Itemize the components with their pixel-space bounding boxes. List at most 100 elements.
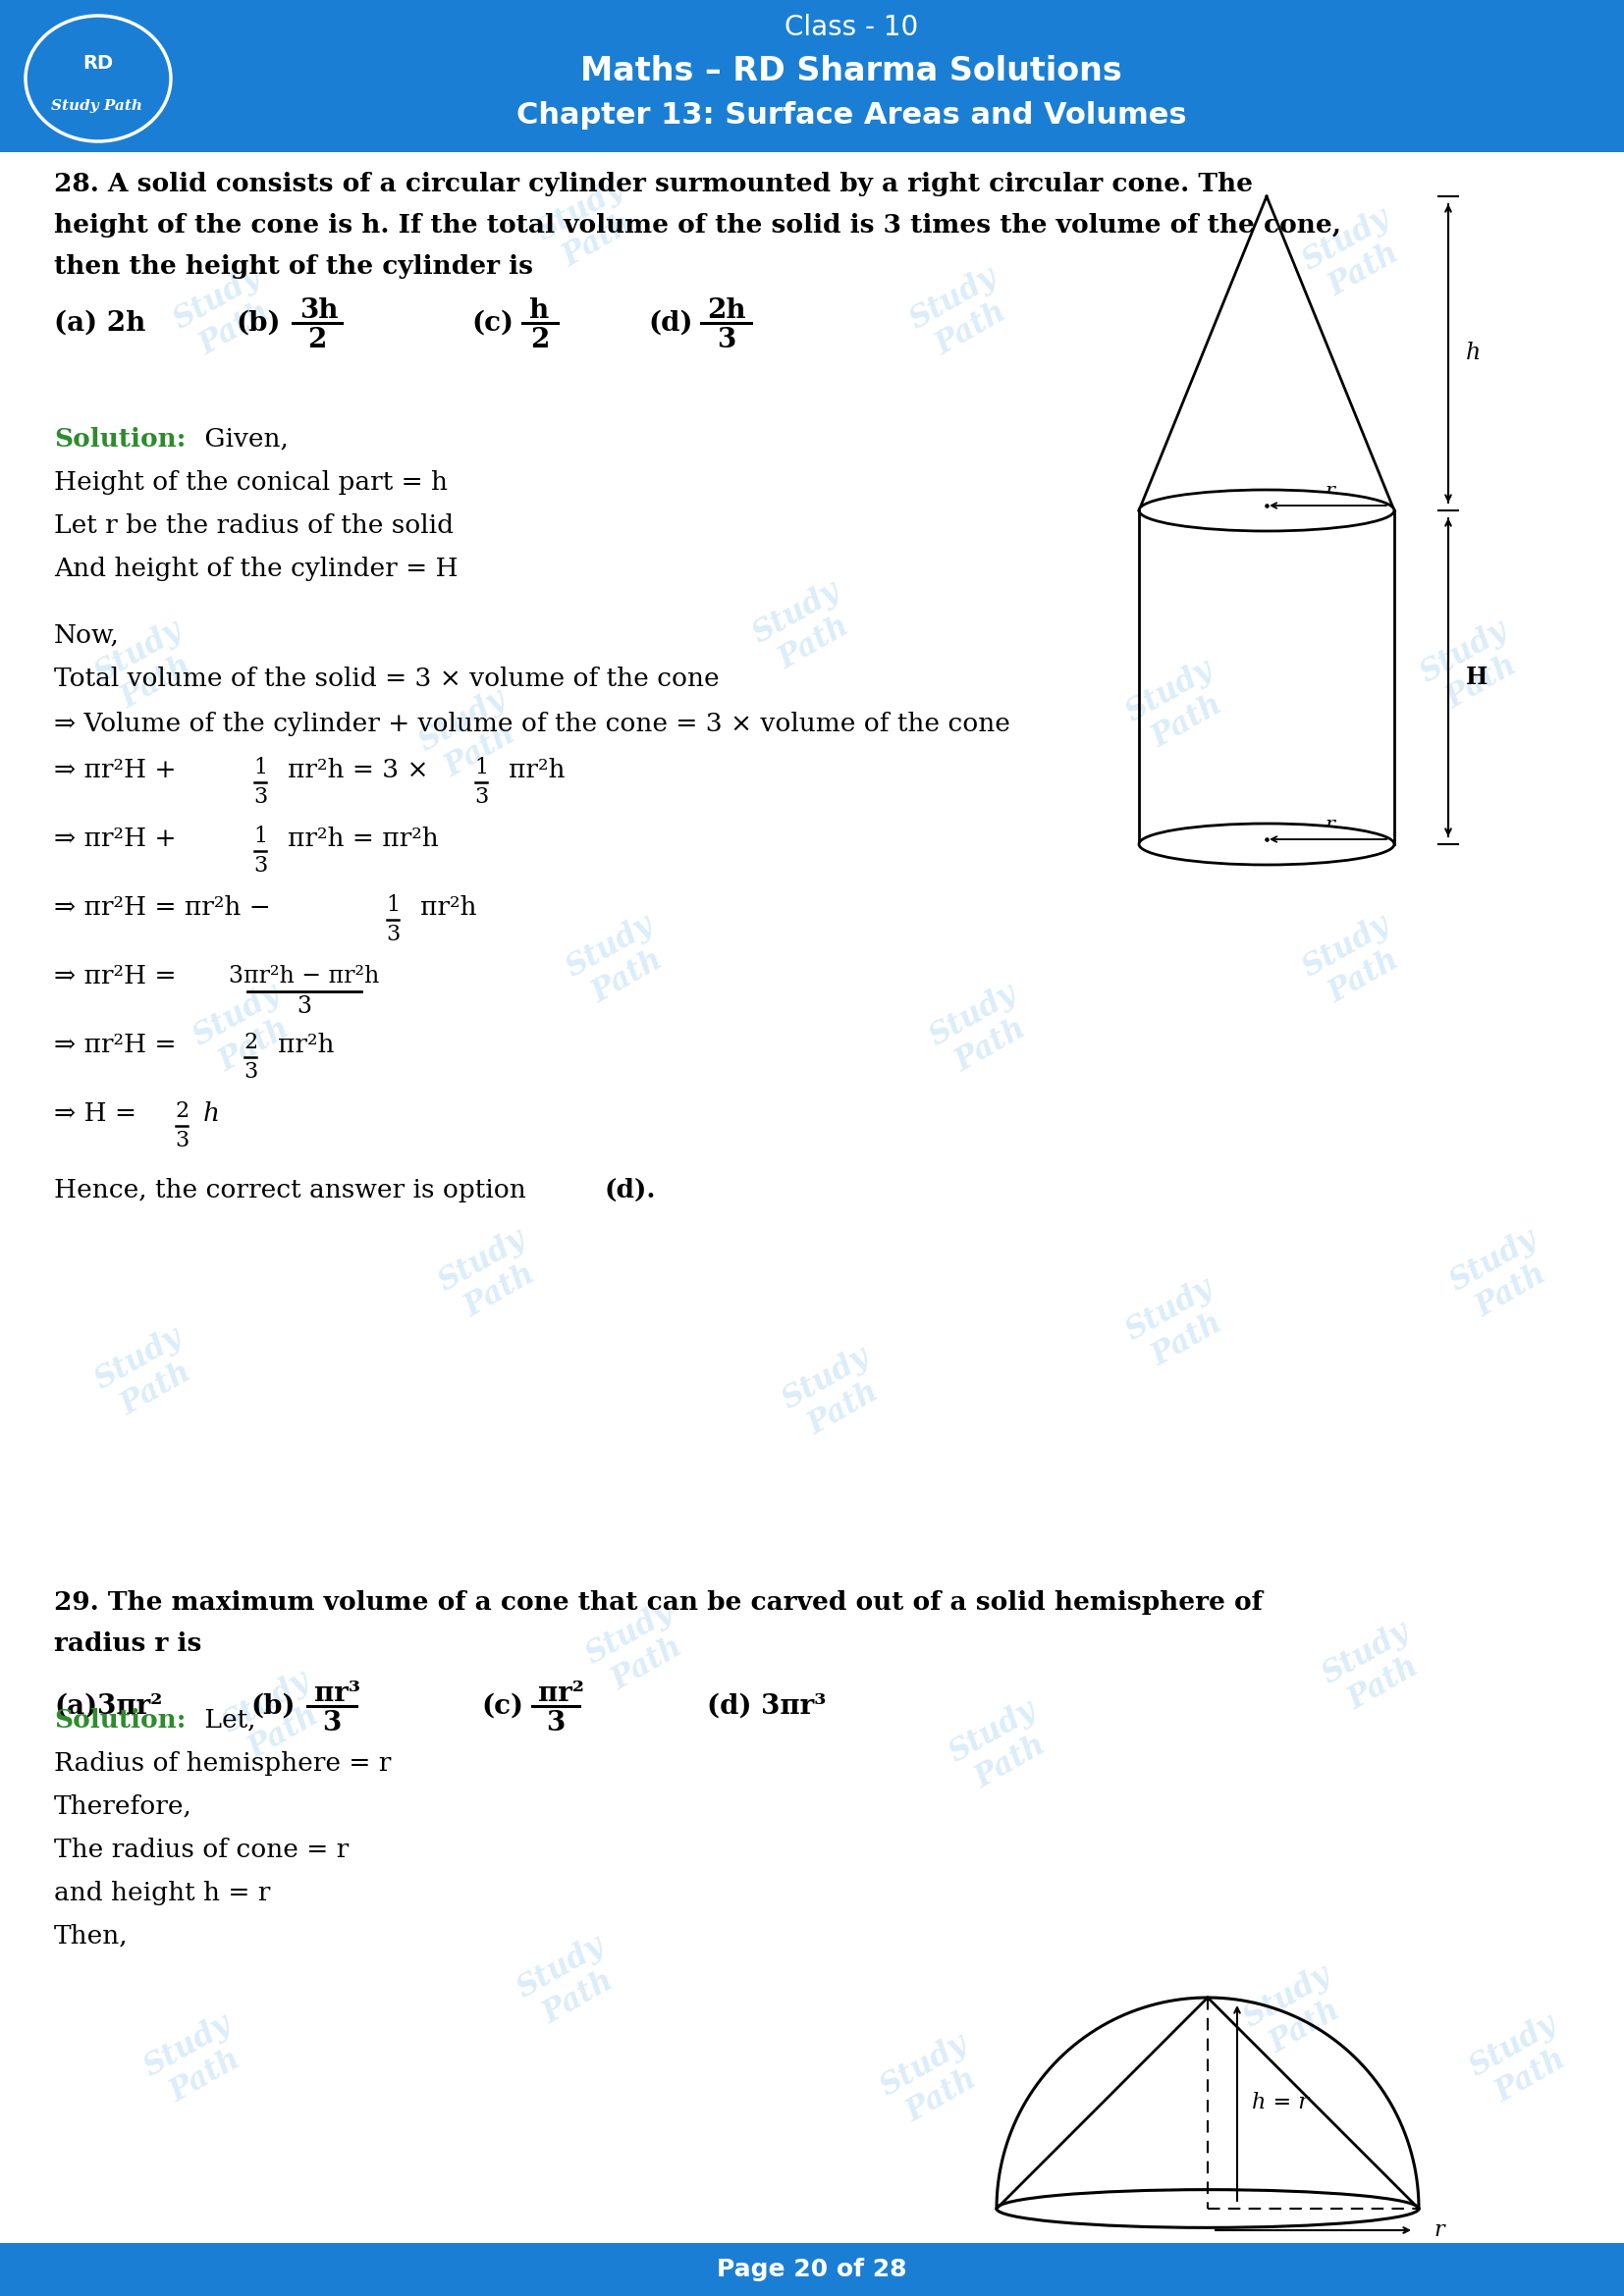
Text: ⇒ πr²H +: ⇒ πr²H + [54, 827, 177, 852]
Text: Class - 10: Class - 10 [784, 14, 918, 41]
Text: 29. The maximum volume of a cone that can be carved out of a solid hemisphere of: 29. The maximum volume of a cone that ca… [54, 1591, 1262, 1614]
Text: Study
Path: Study Path [1121, 654, 1236, 760]
Text: Let,: Let, [197, 1708, 255, 1733]
Text: Study
Path: Study Path [89, 615, 205, 719]
Text: ⇒ πr²H +: ⇒ πr²H + [54, 758, 177, 783]
Text: Study
Path: Study Path [1317, 1616, 1432, 1722]
Text: Study
Path: Study Path [1237, 1961, 1354, 2064]
Text: Maths – RD Sharma Solutions: Maths – RD Sharma Solutions [580, 55, 1122, 87]
Text: Study
Path: Study Path [188, 978, 304, 1084]
Text: 2: 2 [307, 326, 326, 354]
Text: (d): (d) [648, 310, 693, 338]
Text: (d).: (d). [604, 1178, 656, 1203]
Text: h = r: h = r [1252, 2092, 1309, 2115]
Text: ⇒ πr²H = πr²h −: ⇒ πr²H = πr²h − [54, 895, 271, 921]
Text: 2h: 2h [706, 298, 745, 324]
Text: Study
Path: Study Path [1298, 909, 1413, 1015]
Text: ⇒ πr²H =: ⇒ πr²H = [54, 964, 177, 990]
Text: 3: 3 [253, 785, 268, 808]
Text: 3: 3 [297, 996, 312, 1017]
Text: ⇒ Volume of the cylinder + volume of the cone = 3 × volume of the cone: ⇒ Volume of the cylinder + volume of the… [54, 712, 1010, 737]
Text: πr²: πr² [538, 1681, 585, 1706]
Text: h: h [1466, 342, 1481, 365]
Text: Study
Path: Study Path [1444, 1224, 1561, 1329]
Text: 3: 3 [244, 1061, 257, 1084]
Text: RD: RD [83, 55, 114, 73]
Text: 3h: 3h [299, 298, 338, 324]
Text: 3πr²h − πr²h: 3πr²h − πr²h [229, 964, 380, 987]
Text: Chapter 13: Surface Areas and Volumes: Chapter 13: Surface Areas and Volumes [516, 101, 1187, 131]
Text: 3: 3 [253, 854, 268, 877]
Text: Study
Path: Study Path [905, 262, 1020, 367]
Ellipse shape [1138, 489, 1395, 530]
Text: Study
Path: Study Path [89, 1322, 205, 1426]
Text: 3: 3 [387, 923, 400, 946]
Ellipse shape [997, 2190, 1419, 2227]
Text: (b): (b) [235, 310, 281, 338]
Text: (c): (c) [471, 310, 513, 338]
Text: Study
Path: Study Path [434, 1224, 549, 1329]
Text: And height of the cylinder = H: And height of the cylinder = H [54, 556, 458, 581]
Text: Study
Path: Study Path [944, 1694, 1059, 1800]
Text: πr³: πr³ [313, 1681, 361, 1706]
Text: h: h [528, 298, 549, 324]
Text: πr²h = 3 ×: πr²h = 3 × [287, 758, 429, 783]
Text: Study
Path: Study Path [218, 1665, 333, 1770]
Text: Study
Path: Study Path [776, 1341, 892, 1446]
Text: r: r [1434, 2220, 1444, 2241]
Text: Let r be the radius of the solid: Let r be the radius of the solid [54, 514, 453, 537]
Text: 3: 3 [474, 785, 489, 808]
Text: Study Path: Study Path [50, 99, 141, 113]
Text: then the height of the cylinder is: then the height of the cylinder is [54, 255, 533, 278]
Text: Hence, the correct answer is option: Hence, the correct answer is option [54, 1178, 526, 1203]
Text: Now,: Now, [54, 622, 120, 647]
Text: r: r [1325, 815, 1335, 836]
Text: Study
Path: Study Path [138, 2009, 255, 2115]
Text: Study
Path: Study Path [1465, 2009, 1580, 2115]
Text: H: H [1466, 666, 1488, 689]
Text: Study
Path: Study Path [1298, 202, 1413, 308]
Text: Study
Path: Study Path [531, 174, 646, 278]
Text: 2: 2 [175, 1100, 188, 1123]
Text: (a)3πr²: (a)3πr² [54, 1692, 162, 1720]
Text: (c): (c) [481, 1692, 523, 1720]
Text: Therefore,: Therefore, [54, 1795, 192, 1818]
Text: πr²h: πr²h [421, 895, 477, 921]
Text: Then,: Then, [54, 1924, 128, 1949]
Text: 1: 1 [474, 758, 489, 778]
Text: Study
Path: Study Path [747, 576, 862, 680]
Text: πr²h: πr²h [278, 1033, 335, 1058]
Text: (a) 2h: (a) 2h [54, 310, 146, 338]
Text: Study
Path: Study Path [560, 909, 676, 1015]
Text: Height of the conical part = h: Height of the conical part = h [54, 471, 448, 494]
Text: Radius of hemisphere = r: Radius of hemisphere = r [54, 1752, 391, 1775]
Text: Study
Path: Study Path [580, 1596, 697, 1701]
Text: Study
Path: Study Path [1415, 615, 1530, 719]
FancyBboxPatch shape [0, 0, 1624, 152]
FancyBboxPatch shape [0, 2243, 1624, 2296]
Text: 3: 3 [546, 1711, 565, 1736]
Text: and height h = r: and height h = r [54, 1880, 270, 1906]
Text: Solution:: Solution: [54, 1708, 185, 1733]
Text: radius r is: radius r is [54, 1632, 201, 1655]
Text: 3: 3 [175, 1130, 188, 1150]
Text: (b): (b) [250, 1692, 296, 1720]
Text: Study
Path: Study Path [1121, 1272, 1236, 1378]
Text: height of the cone is h. If the total volume of the solid is 3 times the volume : height of the cone is h. If the total vo… [54, 214, 1341, 236]
Text: πr²h = πr²h: πr²h = πr²h [287, 827, 438, 852]
Text: ⇒ H =: ⇒ H = [54, 1102, 136, 1127]
Text: 28. A solid consists of a circular cylinder surmounted by a right circular cone.: 28. A solid consists of a circular cylin… [54, 172, 1252, 197]
Text: 1: 1 [387, 893, 400, 916]
Text: 3: 3 [718, 326, 736, 354]
Text: 3: 3 [323, 1711, 341, 1736]
Text: ⇒ πr²H =: ⇒ πr²H = [54, 1033, 177, 1058]
Text: Total volume of the solid = 3 × volume of the cone: Total volume of the solid = 3 × volume o… [54, 666, 719, 691]
Text: Study
Path: Study Path [512, 1931, 627, 2034]
Text: (d) 3πr³: (d) 3πr³ [706, 1692, 827, 1720]
Text: Solution:: Solution: [54, 427, 185, 452]
Text: Page 20 of 28: Page 20 of 28 [718, 2257, 906, 2282]
Text: πr²h: πr²h [508, 758, 565, 783]
Ellipse shape [1138, 824, 1395, 866]
Text: 2: 2 [531, 326, 549, 354]
Text: Study
Path: Study Path [924, 978, 1039, 1084]
